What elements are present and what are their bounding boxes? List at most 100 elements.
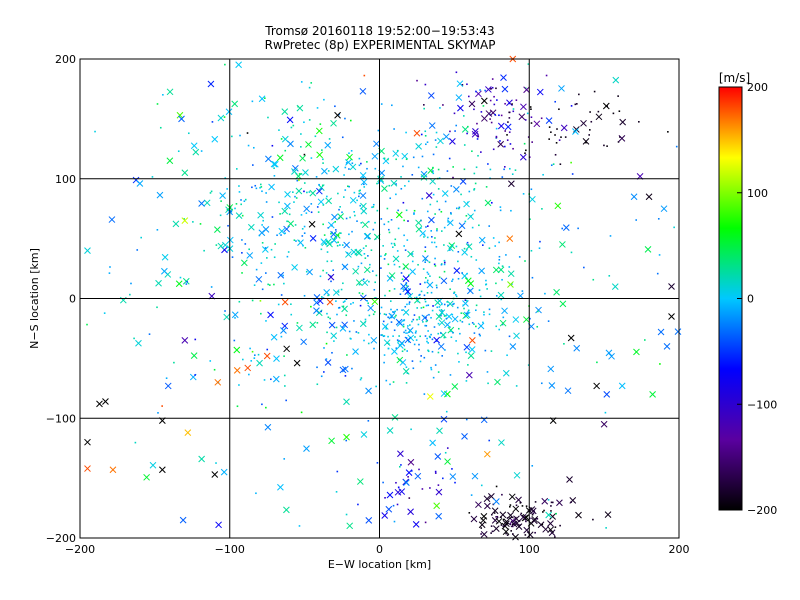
point-dot <box>512 110 515 113</box>
point-dot <box>330 260 333 262</box>
point-cross <box>280 327 287 334</box>
point-dot <box>554 526 557 528</box>
point-dot <box>544 292 546 295</box>
point-dot <box>542 173 544 176</box>
point-dot <box>365 245 367 247</box>
point-dot <box>558 139 561 141</box>
point-dot <box>488 313 491 316</box>
point-cross <box>324 141 332 149</box>
point-dot <box>389 383 391 386</box>
point-dot <box>282 274 284 277</box>
point-cross <box>452 186 460 193</box>
point-dot <box>305 212 308 214</box>
point-dot <box>327 294 329 297</box>
point-cross <box>663 343 671 350</box>
point-dot <box>334 220 337 223</box>
point-dot <box>453 302 455 305</box>
point-dot <box>443 244 445 246</box>
point-dot <box>531 141 533 143</box>
point-cross <box>223 313 231 321</box>
point-dot <box>538 247 541 250</box>
point-dot <box>413 213 415 215</box>
point-cross <box>211 135 219 143</box>
point-cross <box>166 88 174 96</box>
point-dot <box>403 331 405 334</box>
point-dot <box>303 232 306 234</box>
point-dot <box>345 513 348 516</box>
point-dot <box>393 520 396 523</box>
point-dot <box>300 146 302 148</box>
point-dot <box>326 260 329 263</box>
point-dot <box>475 304 478 307</box>
point-dot <box>638 120 640 123</box>
point-dot <box>501 265 504 267</box>
point-dot <box>520 512 523 515</box>
point-dot <box>358 192 361 195</box>
point-dot <box>443 261 446 264</box>
point-dot <box>450 336 453 339</box>
point-cross <box>244 364 252 372</box>
point-cross <box>326 298 334 306</box>
point-dot <box>159 126 162 129</box>
plot-frame <box>79 58 680 539</box>
point-dot <box>451 244 454 246</box>
point-dot <box>673 226 675 229</box>
point-cross <box>161 253 169 261</box>
point-dot <box>490 532 492 534</box>
point-dot <box>550 510 552 512</box>
point-dot <box>489 99 492 102</box>
point-cross <box>504 123 512 131</box>
point-cross <box>674 328 682 336</box>
point-dot <box>440 314 442 317</box>
point-dot <box>405 131 407 134</box>
point-dot <box>273 256 276 259</box>
point-dot <box>320 248 323 251</box>
point-dot <box>251 350 254 353</box>
point-dot <box>363 339 365 342</box>
point-cross <box>365 387 372 395</box>
point-cross <box>256 359 263 367</box>
point-dot <box>308 86 311 89</box>
point-dot <box>352 301 354 304</box>
point-dot <box>140 236 142 239</box>
point-cross <box>497 266 505 274</box>
point-dot <box>323 371 325 373</box>
point-dot <box>480 527 483 529</box>
point-dot <box>423 356 426 359</box>
point-cross <box>277 483 284 491</box>
point-dot <box>241 272 243 274</box>
point-dot <box>388 184 391 187</box>
point-dot <box>459 319 462 322</box>
point-dot <box>506 139 509 141</box>
point-dot <box>463 247 466 250</box>
point-dot <box>597 110 600 113</box>
point-dot <box>346 252 349 254</box>
point-dot <box>424 521 427 524</box>
point-dot <box>438 177 441 179</box>
y-tick-label: −100 <box>46 412 76 425</box>
point-dot <box>445 317 448 320</box>
point-dot <box>354 214 356 217</box>
point-cross <box>272 375 280 383</box>
point-dot <box>473 189 475 191</box>
point-dot <box>390 308 392 311</box>
point-dot <box>227 224 229 227</box>
point-dot <box>265 406 267 409</box>
point-dot <box>407 288 410 290</box>
point-dot <box>418 348 420 351</box>
point-dot <box>450 330 452 333</box>
point-dot <box>495 325 498 328</box>
point-dot <box>382 245 384 247</box>
point-dot <box>350 150 353 152</box>
point-dot <box>363 253 366 255</box>
point-dot <box>452 166 454 168</box>
point-dot <box>612 112 615 115</box>
y-tick-label: −200 <box>46 532 76 545</box>
point-cross <box>270 160 278 168</box>
point-dot <box>374 221 376 224</box>
point-dot <box>362 176 365 179</box>
point-dot <box>473 188 476 190</box>
point-cross <box>302 169 309 176</box>
point-dot <box>337 192 339 195</box>
point-cross <box>397 342 404 349</box>
